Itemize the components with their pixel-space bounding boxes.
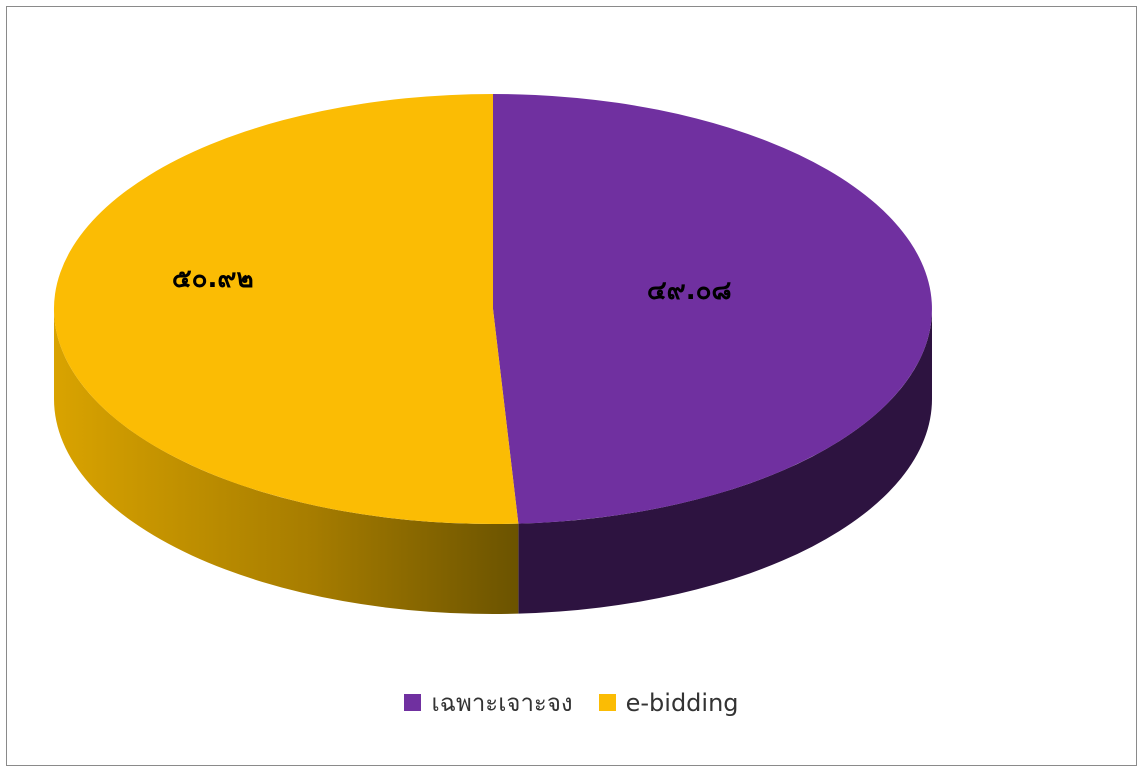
- pie-chart: [53, 94, 932, 614]
- data-label-slice-1: ๔๙.๐๘: [647, 276, 732, 306]
- pie-side-1: [518, 309, 932, 614]
- pie-side-2: [54, 309, 519, 614]
- legend-swatch-2: [598, 694, 616, 711]
- data-label-slice-2: ๕๐.๙๒: [172, 264, 254, 294]
- pie-slice-2: [53, 94, 519, 524]
- pie-slice-1: [493, 94, 932, 524]
- legend-entry-2: e-bidding: [598, 688, 739, 717]
- legend-label-2: e-bidding: [625, 688, 739, 717]
- legend-entry-1: เฉพาะเจาะจง: [404, 683, 573, 722]
- legend-swatch-1: [404, 694, 422, 711]
- legend-label-1: เฉพาะเจาะจง: [431, 689, 573, 717]
- chart-frame: ๔๙.๐๘ ๕๐.๙๒ เฉพาะเจาะจง e-bidding: [6, 6, 1137, 766]
- legend: เฉพาะเจาะจง e-bidding: [7, 683, 1136, 722]
